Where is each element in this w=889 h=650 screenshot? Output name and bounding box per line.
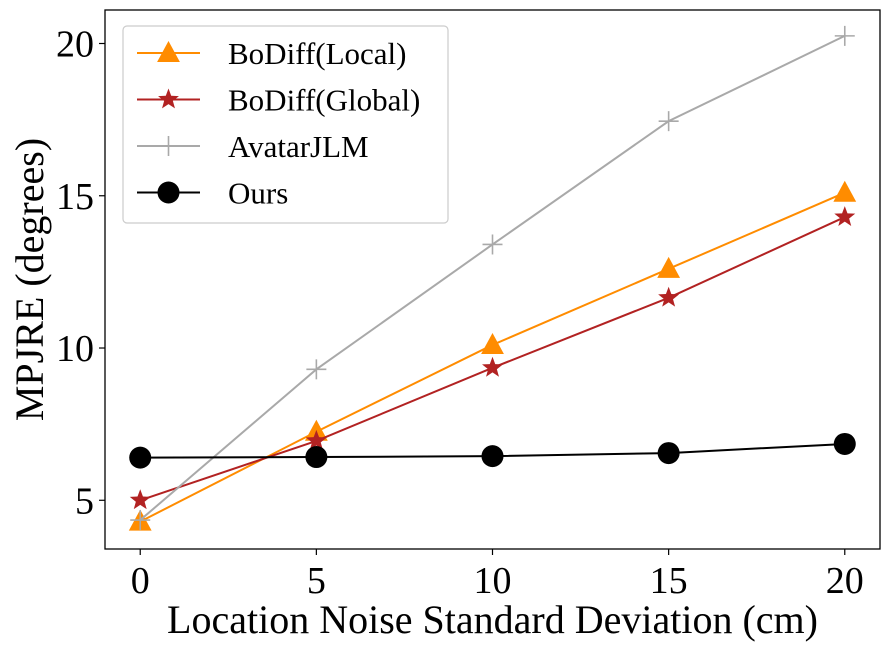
legend-label: BoDiff(Local) <box>228 36 406 71</box>
data-point <box>305 446 328 469</box>
data-point <box>657 442 680 465</box>
x-tick-label: 20 <box>826 560 864 602</box>
data-point <box>305 429 327 450</box>
legend-label: AvatarJLM <box>228 129 369 164</box>
data-point <box>481 445 504 468</box>
y-tick-label: 15 <box>56 176 94 218</box>
y-tick-label: 5 <box>75 480 94 522</box>
y-tick-label: 20 <box>56 23 94 65</box>
series-layer <box>128 25 857 531</box>
data-point <box>658 111 679 132</box>
data-point <box>833 180 857 202</box>
x-tick-label: 5 <box>307 560 326 602</box>
data-point <box>129 446 152 469</box>
series-2 <box>130 25 855 531</box>
legend-entry: BoDiff(Global) <box>137 83 420 118</box>
data-point <box>658 286 680 307</box>
x-tick-label: 0 <box>131 560 150 602</box>
data-point <box>834 206 856 226</box>
series-3 <box>129 432 856 469</box>
data-point <box>833 432 856 455</box>
data-point <box>657 256 681 278</box>
x-tick-label: 15 <box>650 560 688 602</box>
legend-marker <box>158 136 179 156</box>
data-point <box>130 510 151 531</box>
legend-marker <box>158 88 179 109</box>
legend-marker <box>157 41 180 62</box>
series-0 <box>128 180 857 531</box>
data-point <box>482 356 503 377</box>
data-point <box>482 234 503 255</box>
y-axis-label: MPJRE (degrees) <box>7 138 52 421</box>
x-axis-label: Location Noise Standard Deviation (cm) <box>167 597 818 642</box>
y-tick-label: 10 <box>56 328 94 370</box>
series-1 <box>129 206 856 510</box>
legend-box <box>122 25 449 224</box>
data-point <box>481 332 504 354</box>
legend-entry: AvatarJLM <box>137 129 369 164</box>
legend: BoDiff(Local) BoDiff(Global) AvatarJLM Ours <box>122 25 449 224</box>
legend-marker <box>157 181 180 204</box>
data-point <box>834 25 855 46</box>
legend-entry: BoDiff(Local) <box>137 36 406 71</box>
legend-label: BoDiff(Global) <box>228 83 420 118</box>
data-point <box>306 359 327 380</box>
x-tick-label: 10 <box>474 560 512 602</box>
legend-label: Ours <box>228 176 288 211</box>
data-point <box>129 489 151 510</box>
legend-entry: Ours <box>137 176 288 211</box>
